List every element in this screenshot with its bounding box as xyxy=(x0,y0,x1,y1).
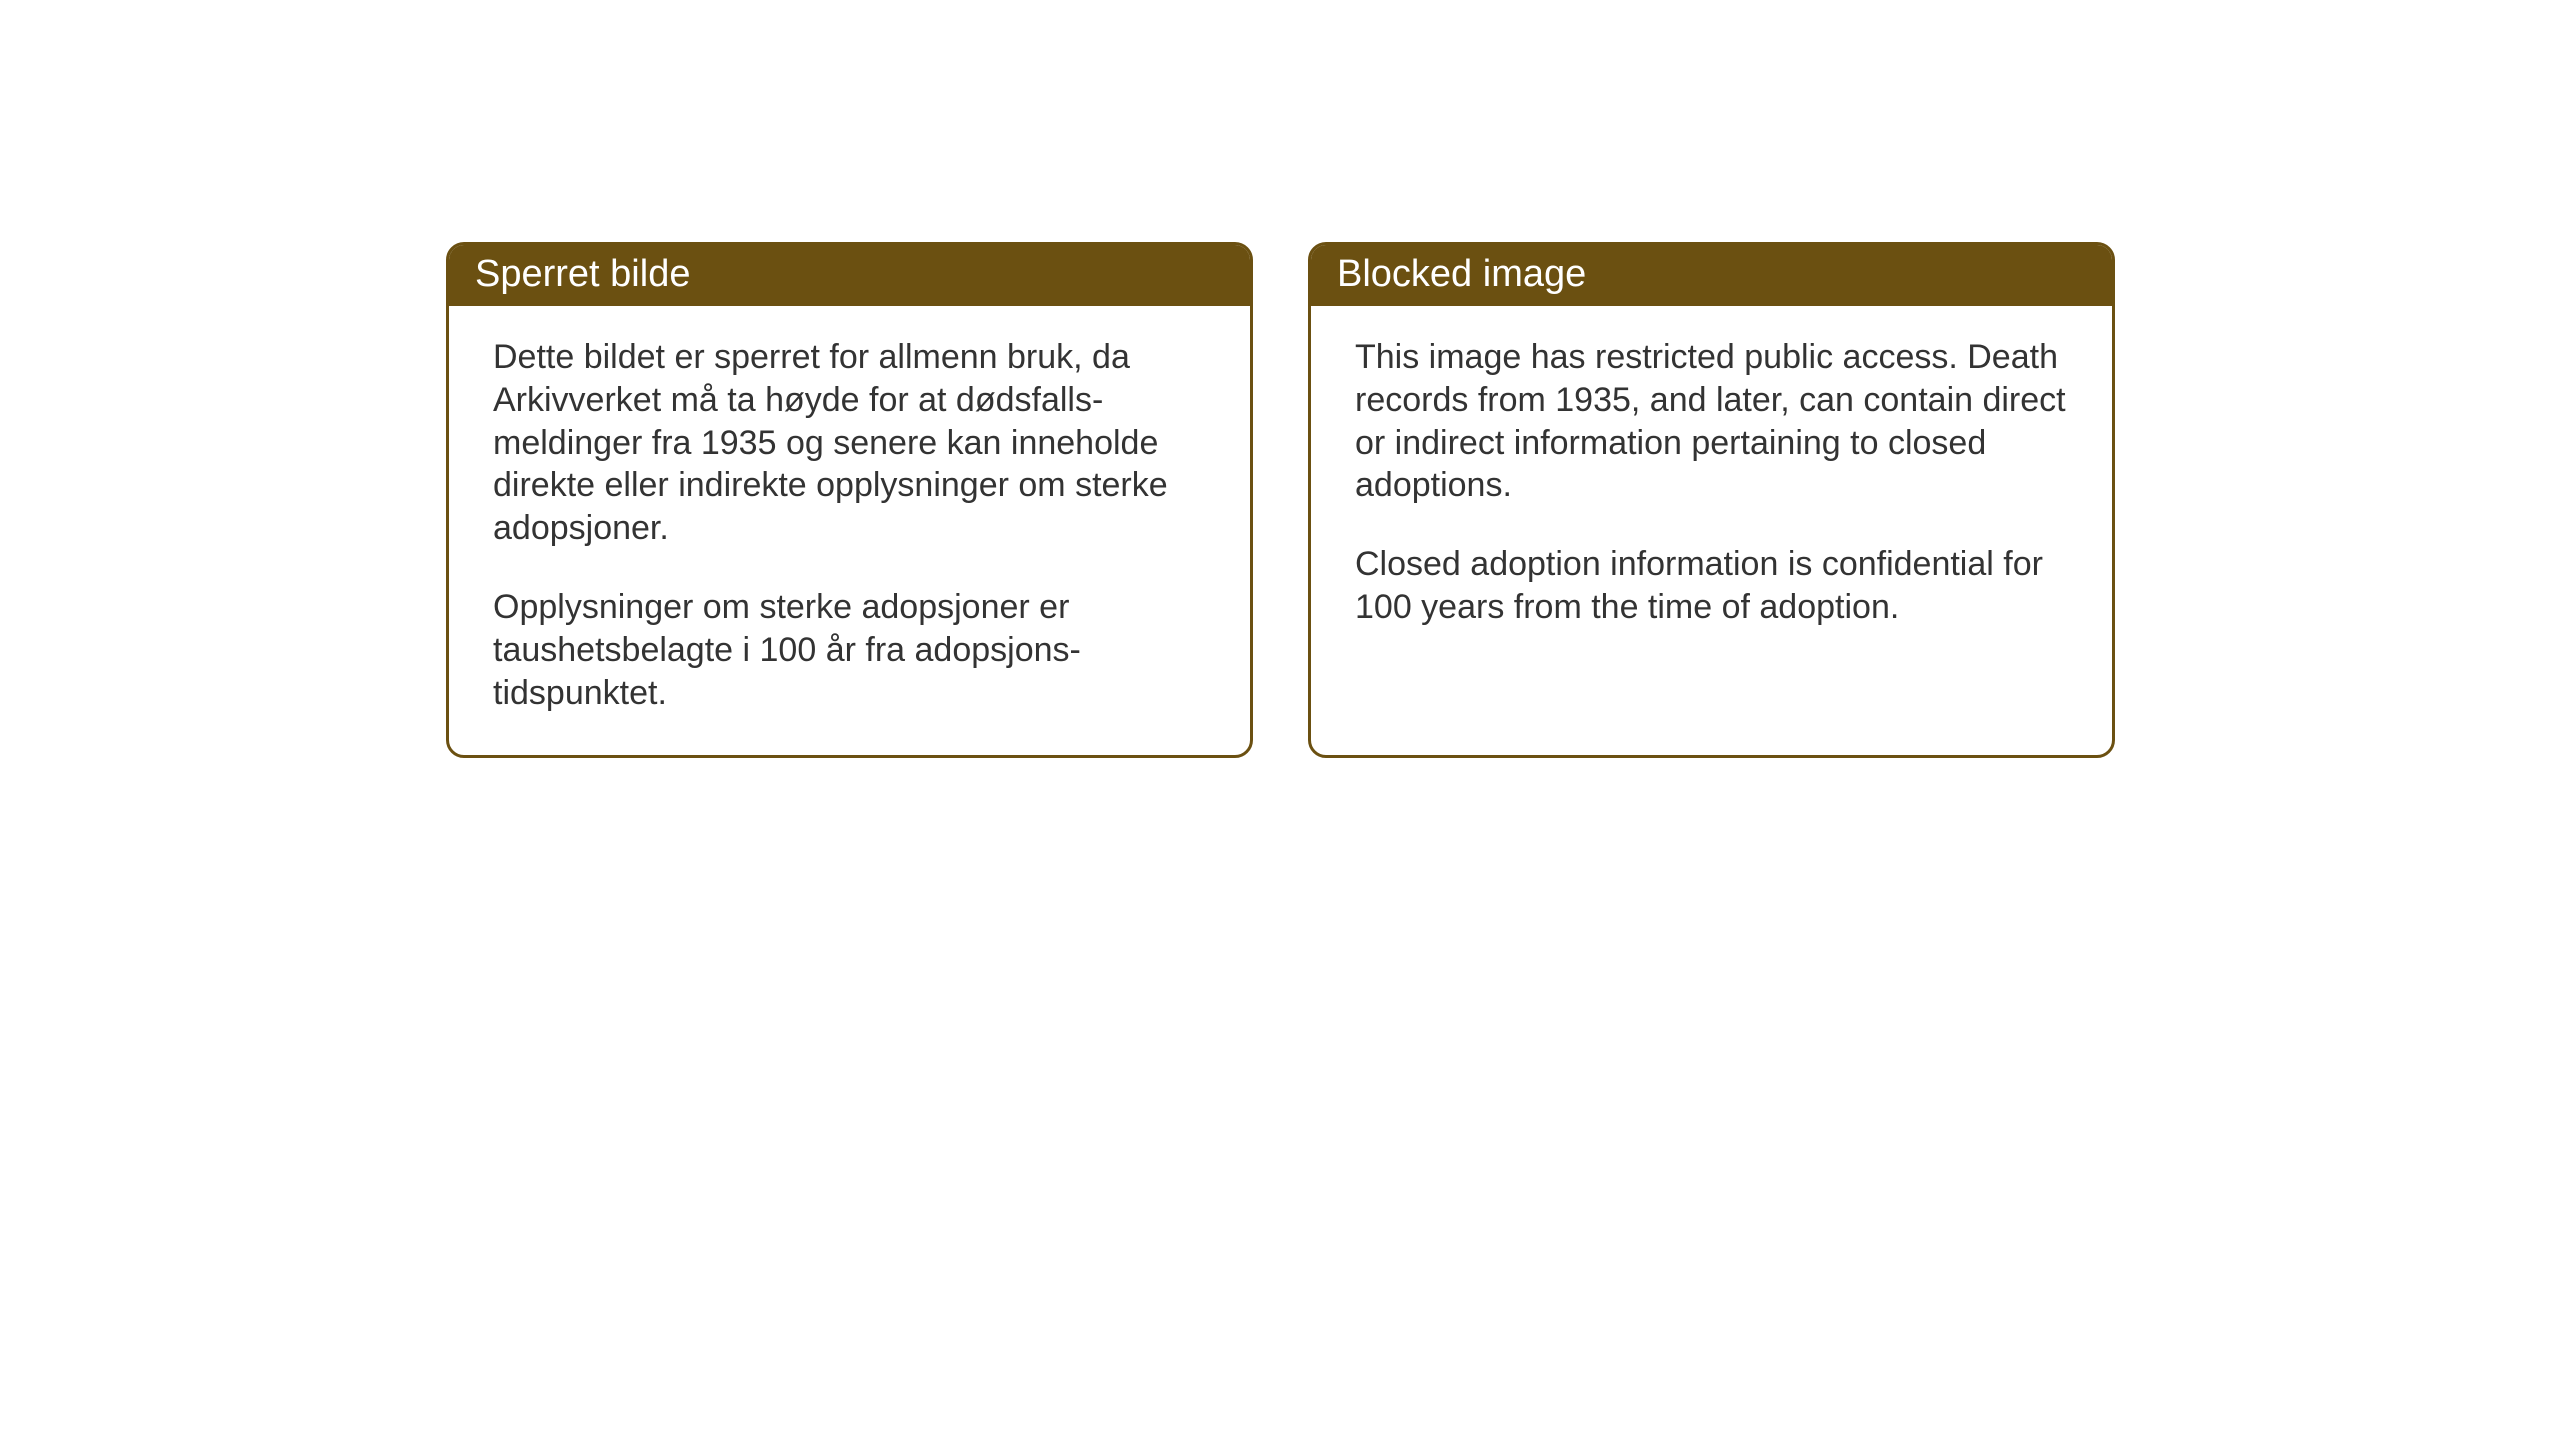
english-paragraph-2: Closed adoption information is confident… xyxy=(1355,543,2068,629)
english-card-body: This image has restricted public access.… xyxy=(1311,306,2112,669)
notice-cards-container: Sperret bilde Dette bildet er sperret fo… xyxy=(446,242,2115,758)
english-card-title: Blocked image xyxy=(1311,245,2112,306)
norwegian-card-title: Sperret bilde xyxy=(449,245,1250,306)
english-paragraph-1: This image has restricted public access.… xyxy=(1355,336,2068,507)
norwegian-card-body: Dette bildet er sperret for allmenn bruk… xyxy=(449,306,1250,755)
norwegian-paragraph-1: Dette bildet er sperret for allmenn bruk… xyxy=(493,336,1206,550)
norwegian-paragraph-2: Opplysninger om sterke adopsjoner er tau… xyxy=(493,586,1206,714)
english-notice-card: Blocked image This image has restricted … xyxy=(1308,242,2115,758)
norwegian-notice-card: Sperret bilde Dette bildet er sperret fo… xyxy=(446,242,1253,758)
